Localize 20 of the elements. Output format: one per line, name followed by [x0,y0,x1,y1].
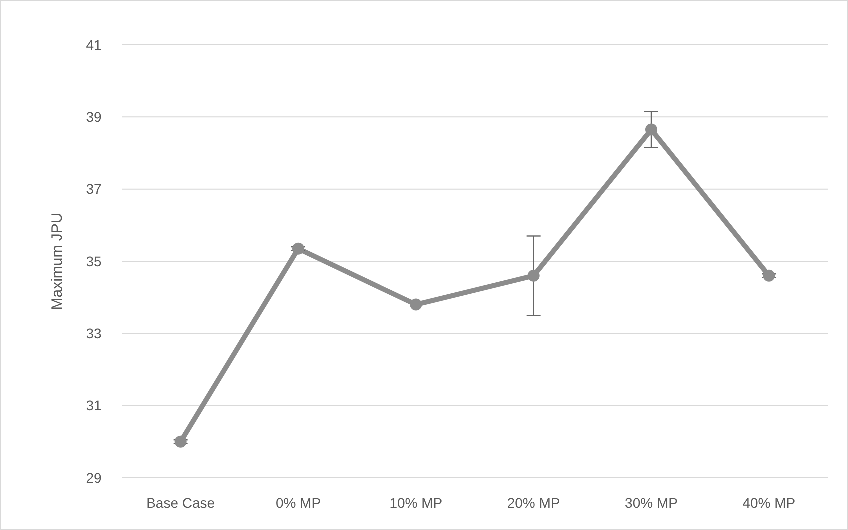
x-tick-label: 30% MP [625,495,678,511]
y-tick-label: 37 [86,181,102,198]
y-tick-label: 31 [86,398,102,414]
point [292,242,304,255]
x-tick-label: 40% MP [742,495,796,511]
x-tick-label: 10% MP [390,495,443,511]
y-tick-label: 35 [86,253,102,270]
y-tick-label: 41 [86,36,102,53]
x-tick-label: 0% MP [276,495,322,511]
y-axis-title: Maximum JPU [49,212,66,310]
x-tick-label: Base Case [146,495,216,511]
x-tick-label: 20% MP [507,495,560,511]
point [763,270,776,282]
point [528,270,540,282]
y-tick-label: 33 [86,326,102,342]
point [646,124,658,136]
point [410,298,422,311]
point [174,436,187,448]
y-tick-label: 39 [86,109,102,126]
y-tick-label: 29 [86,470,102,486]
